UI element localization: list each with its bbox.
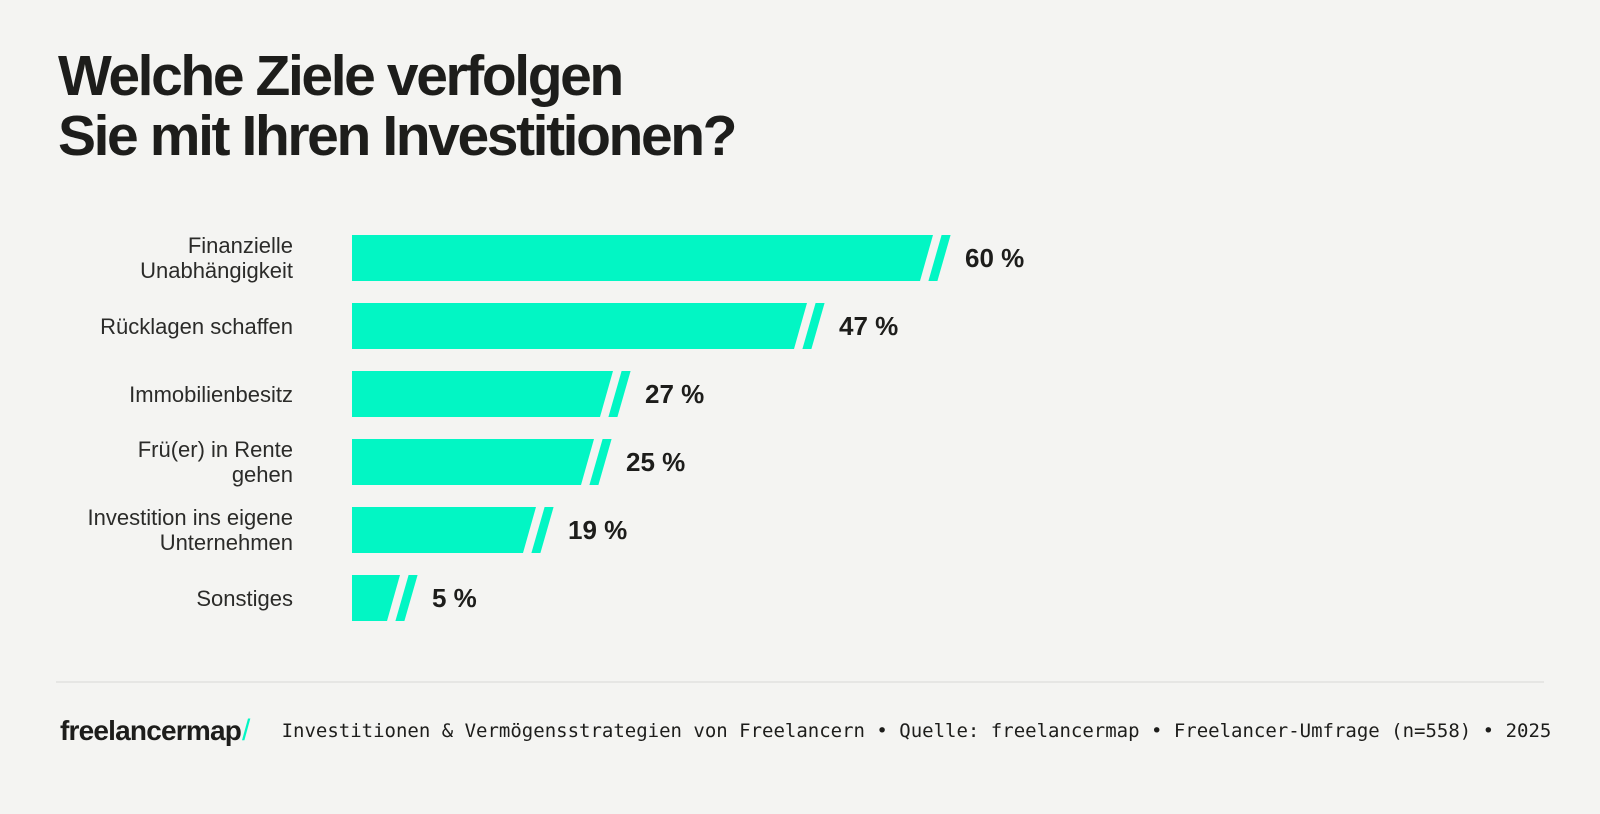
bar-category-label: Sonstiges bbox=[60, 586, 293, 611]
bar bbox=[352, 575, 400, 621]
logo-text: freelancermap bbox=[60, 715, 242, 746]
chart-row: Rücklagen schaffen 47 % bbox=[60, 303, 1540, 349]
bar bbox=[352, 303, 807, 349]
bar-value-label: 5 % bbox=[432, 582, 477, 613]
chart-row: Investition ins eigene Unternehmen 19 % bbox=[60, 505, 1540, 555]
bar-category-label: Immobilienbesitz bbox=[60, 382, 293, 407]
bar-category-label-line: Unternehmen bbox=[159, 530, 293, 555]
bar-value-label: 47 % bbox=[839, 310, 899, 341]
bar-category-label-line: Finanzielle bbox=[187, 233, 293, 258]
bar-slash-decoration-icon bbox=[589, 439, 612, 485]
bar-category-label-line: Immobilienbesitz bbox=[129, 381, 293, 407]
bar-category-label-line: gehen bbox=[231, 462, 293, 487]
bar-value-label: 25 % bbox=[626, 446, 686, 477]
chart-row: Immobilienbesitz 27 % bbox=[60, 371, 1540, 417]
chart-row: Frü(er) in Rente gehen 25 % bbox=[60, 437, 1540, 487]
footer-divider bbox=[56, 681, 1544, 683]
bar-slash-decoration-icon bbox=[395, 575, 418, 621]
bar bbox=[352, 439, 594, 485]
page-title-line-1: Welche Ziele verfolgen bbox=[58, 44, 624, 108]
bar bbox=[352, 507, 536, 553]
bar-value-label: 60 % bbox=[965, 242, 1025, 273]
bar-category-label: Finanzielle Unabhängigkeit bbox=[60, 233, 293, 283]
bar-category-label: Rücklagen schaffen bbox=[60, 314, 293, 339]
bar-category-label: Investition ins eigene Unternehmen bbox=[60, 505, 293, 555]
bar-slash-decoration-icon bbox=[802, 303, 825, 349]
logo-slash-icon: / bbox=[242, 714, 250, 747]
page-title-line-2: Sie mit Ihren Investitionen? bbox=[58, 104, 737, 168]
bar-value-label: 27 % bbox=[645, 378, 705, 409]
source-line: Investitionen & Vermögensstrategien von … bbox=[281, 720, 1552, 742]
bar-category-label-line: Unabhängigkeit bbox=[140, 258, 293, 283]
bar-slash-decoration-icon bbox=[531, 507, 554, 553]
bar-category-label-line: Frü(er) in Rente bbox=[137, 437, 293, 462]
bar-slash-decoration-icon bbox=[928, 235, 951, 281]
freelancermap-logo: freelancermap/ bbox=[60, 714, 250, 748]
bar-category-label-line: Sonstiges bbox=[196, 585, 293, 611]
chart-row: Finanzielle Unabhängigkeit 60 % bbox=[60, 233, 1540, 283]
bar bbox=[352, 235, 933, 281]
bar-category-label-line: Rücklagen schaffen bbox=[100, 313, 293, 339]
footer: freelancermap/ Investitionen & Vermögens… bbox=[60, 710, 1551, 752]
bar-chart: Finanzielle Unabhängigkeit 60 % Rücklagen s… bbox=[60, 233, 1540, 621]
chart-row: Sonstiges 5 % bbox=[60, 575, 1540, 621]
bar-category-label-line: Investition ins eigene bbox=[87, 505, 293, 530]
bar-category-label: Frü(er) in Rente gehen bbox=[60, 437, 293, 487]
page-title: Welche Ziele verfolgen Sie mit Ihren Inv… bbox=[58, 44, 737, 168]
bar bbox=[352, 371, 613, 417]
bar-slash-decoration-icon bbox=[608, 371, 631, 417]
bar-value-label: 19 % bbox=[568, 514, 628, 545]
